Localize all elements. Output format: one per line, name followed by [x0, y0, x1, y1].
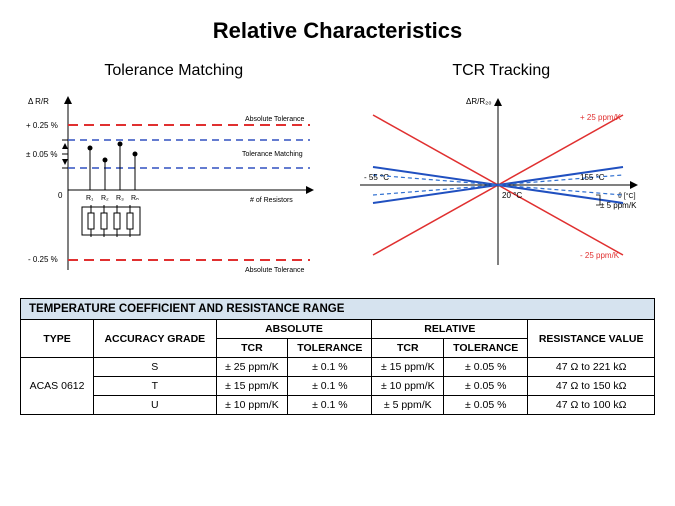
- chart2-center-temp: 20 °C: [502, 191, 522, 200]
- chart1-ylabel: Δ R/R: [28, 97, 49, 106]
- cell: 47 Ω to 150 kΩ: [528, 377, 655, 396]
- cell: ± 0.05 %: [444, 358, 528, 377]
- chart2-p25: + 25 ppm/K: [580, 113, 622, 122]
- chart2-right-temp: 155 °C: [580, 173, 605, 182]
- chart2-p5: ± 5 ppm/K: [600, 201, 637, 210]
- th-rel-tol: TOLERANCE: [444, 339, 528, 358]
- cell: ± 0.05 %: [444, 396, 528, 415]
- th-abs-tol: TOLERANCE: [288, 339, 372, 358]
- cell: ± 10 ppm/K: [216, 396, 288, 415]
- chart1-markers: [88, 142, 138, 191]
- chart1-tol-match: Tolerance Matching: [242, 151, 303, 158]
- th-relative: RELATIVE: [372, 320, 528, 339]
- cell: ± 5 ppm/K: [372, 396, 444, 415]
- chart1-r1: R₁: [86, 195, 94, 202]
- chart1-tick-p025: + 0.25 %: [26, 121, 58, 130]
- chart1-canvas: Δ R/R # of Resistors Absolute Tolerance …: [20, 90, 320, 280]
- chart1-r2: R₂: [101, 195, 109, 202]
- table-row: U ± 10 ppm/K ± 0.1 % ± 5 ppm/K ± 0.05 % …: [21, 396, 655, 415]
- chart1-abs-tol-top: Absolute Tolerance: [245, 116, 305, 123]
- cell: 47 Ω to 100 kΩ: [528, 396, 655, 415]
- cell: ± 15 ppm/K: [216, 377, 288, 396]
- chart1-tick-zero: 0: [58, 191, 63, 200]
- chart1-abs-tol-bot: Absolute Tolerance: [245, 267, 305, 274]
- cell-grade: T: [94, 377, 216, 396]
- table-title: TEMPERATURE COEFFICIENT AND RESISTANCE R…: [21, 299, 655, 320]
- cell-grade: S: [94, 358, 216, 377]
- page-title: Relative Characteristics: [20, 18, 655, 44]
- chart1-tick-p005: ± 0.05 %: [26, 150, 58, 159]
- chart2-left-temp: - 55 °C: [364, 173, 389, 182]
- chart2-title: TCR Tracking: [348, 62, 656, 80]
- chart1-tick-m025: - 0.25 %: [28, 255, 58, 264]
- resistor-network-icon: [82, 205, 140, 237]
- chart-tcr-tracking: TCR Tracking ΔR/R₂₀ ϑ [°C]: [348, 62, 656, 280]
- cell-grade: U: [94, 396, 216, 415]
- th-rel-tcr: TCR: [372, 339, 444, 358]
- chart-tolerance-matching: Tolerance Matching Δ R/R # of Resistors …: [20, 62, 328, 280]
- th-abs-tcr: TCR: [216, 339, 288, 358]
- charts-row: Tolerance Matching Δ R/R # of Resistors …: [20, 62, 655, 280]
- cell-type: ACAS 0612: [21, 358, 94, 415]
- cell: ± 0.1 %: [288, 396, 372, 415]
- cell: ± 0.05 %: [444, 377, 528, 396]
- chart1-title: Tolerance Matching: [20, 62, 328, 80]
- chart2-ylabel: ΔR/R₂₀: [466, 97, 492, 106]
- cell: ± 15 ppm/K: [372, 358, 444, 377]
- chart2-xlabel: ϑ [°C]: [618, 192, 636, 200]
- th-type: TYPE: [21, 320, 94, 358]
- chart1-xlabel: # of Resistors: [250, 197, 293, 204]
- cell: ± 0.1 %: [288, 377, 372, 396]
- chart2-m25: - 25 ppm/K: [580, 251, 620, 260]
- table-row: T ± 15 ppm/K ± 0.1 % ± 10 ppm/K ± 0.05 %…: [21, 377, 655, 396]
- chart2-canvas: ΔR/R₂₀ ϑ [°C] - 55 °C 20 °C 155 °C + 25 …: [348, 90, 648, 280]
- cell: ± 10 ppm/K: [372, 377, 444, 396]
- cell: ± 25 ppm/K: [216, 358, 288, 377]
- cell: ± 0.1 %: [288, 358, 372, 377]
- th-absolute: ABSOLUTE: [216, 320, 372, 339]
- chart1-rn: Rₙ: [131, 195, 139, 202]
- table-row: ACAS 0612 S ± 25 ppm/K ± 0.1 % ± 15 ppm/…: [21, 358, 655, 377]
- th-accuracy: ACCURACY GRADE: [94, 320, 216, 358]
- chart1-r3: R₃: [116, 195, 124, 202]
- th-rval: RESISTANCE VALUE: [528, 320, 655, 358]
- spec-table: TEMPERATURE COEFFICIENT AND RESISTANCE R…: [20, 298, 655, 415]
- cell: 47 Ω to 221 kΩ: [528, 358, 655, 377]
